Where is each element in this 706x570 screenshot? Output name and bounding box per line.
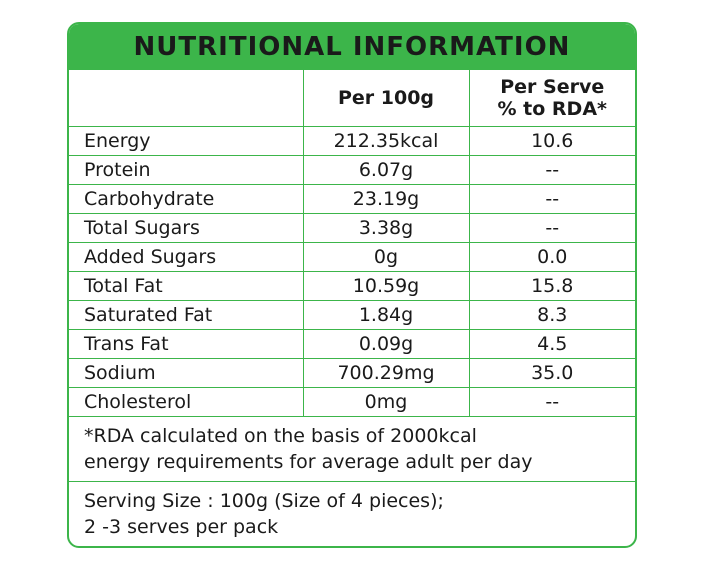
header-per-serve-line2: % to RDA* [497, 97, 607, 120]
per-100g-value: 0.09g [302, 328, 470, 359]
rda-value: -- [468, 212, 635, 243]
serving-row: Serving Size : 100g (Size of 4 pieces); … [69, 480, 635, 546]
nutrient-name: Cholesterol [69, 386, 304, 417]
nutrient-name: Sodium [69, 357, 304, 388]
title-bar: NUTRITIONAL INFORMATION [69, 24, 635, 70]
header-per-serve: Per Serve % to RDA* [468, 70, 635, 127]
rda-value: 10.6 [468, 125, 635, 156]
per-100g-value: 1.84g [302, 299, 470, 330]
panel-title: NUTRITIONAL INFORMATION [133, 32, 571, 62]
nutrient-name: Total Sugars [69, 212, 304, 243]
per-100g-value: 6.07g [302, 154, 470, 185]
serving-size-note: Serving Size : 100g (Size of 4 pieces); … [69, 480, 635, 546]
nutrient-name: Added Sugars [69, 241, 304, 272]
per-100g-value: 700.29mg [302, 357, 470, 388]
per-100g-value: 10.59g [302, 270, 470, 301]
nutrient-name: Saturated Fat [69, 299, 304, 330]
nutrition-panel: NUTRITIONAL INFORMATION Per 100g Per Ser… [67, 22, 637, 548]
rda-value: 8.3 [468, 299, 635, 330]
header-per-serve-line1: Per Serve [500, 75, 605, 98]
table-row: Trans Fat 0.09g 4.5 [69, 328, 635, 359]
rda-value: 35.0 [468, 357, 635, 388]
rda-value: 4.5 [468, 328, 635, 359]
table-row: Total Fat 10.59g 15.8 [69, 270, 635, 301]
nutrient-name: Energy [69, 125, 304, 156]
rda-footnote: *RDA calculated on the basis of 2000kcal… [69, 415, 635, 482]
table-row: Saturated Fat 1.84g 8.3 [69, 299, 635, 330]
rda-value: -- [468, 386, 635, 417]
nutrition-table: Per 100g Per Serve % to RDA* Energy 212.… [69, 70, 635, 546]
table-row: Added Sugars 0g 0.0 [69, 241, 635, 272]
serving-line1: Serving Size : 100g (Size of 4 pieces); [84, 489, 444, 512]
footnote-line2: energy requirements for average adult pe… [84, 450, 533, 473]
table-row: Carbohydrate 23.19g -- [69, 183, 635, 214]
nutrient-name: Protein [69, 154, 304, 185]
nutrient-name: Carbohydrate [69, 183, 304, 214]
header-row: Per 100g Per Serve % to RDA* [69, 70, 635, 127]
rda-value: -- [468, 154, 635, 185]
table-row: Sodium 700.29mg 35.0 [69, 357, 635, 388]
table-row: Cholesterol 0mg -- [69, 386, 635, 417]
rda-value: 15.8 [468, 270, 635, 301]
table-row: Energy 212.35kcal 10.6 [69, 125, 635, 156]
serving-line2: 2 -3 serves per pack [84, 515, 279, 538]
per-100g-value: 212.35kcal [302, 125, 470, 156]
footnote-row: *RDA calculated on the basis of 2000kcal… [69, 415, 635, 482]
table-row: Total Sugars 3.38g -- [69, 212, 635, 243]
per-100g-value: 3.38g [302, 212, 470, 243]
rda-value: 0.0 [468, 241, 635, 272]
table-row: Protein 6.07g -- [69, 154, 635, 185]
per-100g-value: 0mg [302, 386, 470, 417]
nutrient-name: Total Fat [69, 270, 304, 301]
per-100g-value: 23.19g [302, 183, 470, 214]
footnote-line1: *RDA calculated on the basis of 2000kcal [84, 424, 477, 447]
per-100g-value: 0g [302, 241, 470, 272]
rda-value: -- [468, 183, 635, 214]
header-empty-cell [69, 70, 304, 127]
header-per-100g: Per 100g [302, 70, 470, 127]
nutrient-name: Trans Fat [69, 328, 304, 359]
